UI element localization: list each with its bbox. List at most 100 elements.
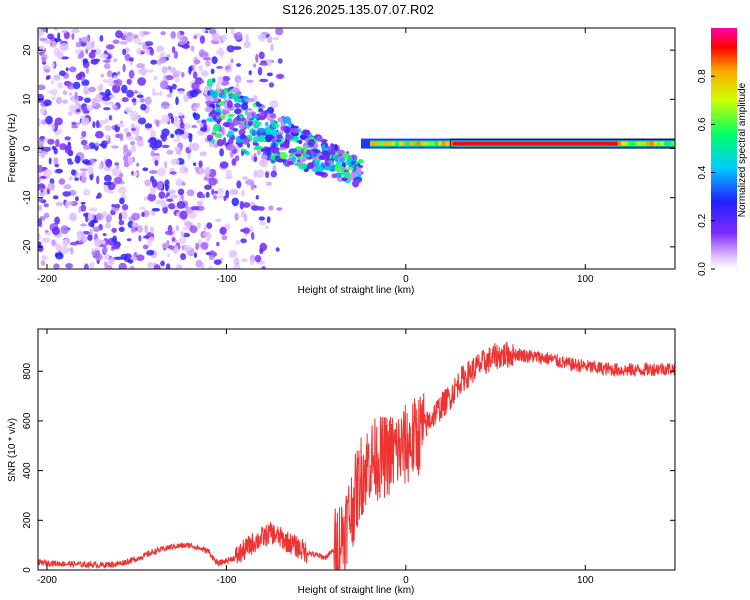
spectrogram-cell [77, 53, 83, 60]
spectrogram-cell [265, 128, 274, 135]
spectrogram-cell [126, 78, 132, 85]
spectrogram-cell [207, 91, 211, 96]
spectrogram-cell [196, 222, 201, 229]
spectrogram-cell [235, 240, 240, 245]
spectrogram-cell [199, 80, 205, 84]
spectrogram-cell [248, 70, 252, 76]
spectrogram-cell [95, 195, 100, 199]
spectrogram-cell [102, 233, 107, 237]
spectrogram-cell [259, 220, 267, 226]
spectrogram-cell [154, 139, 163, 149]
spectrogram-cell [166, 93, 173, 98]
carrier-cell [441, 141, 446, 146]
spectrogram-cell [168, 203, 176, 210]
spectrogram-cell [174, 146, 181, 151]
spectrogram-cell [240, 103, 249, 111]
spectrogram-cell [87, 234, 93, 242]
spectrogram-cell [233, 263, 241, 269]
spectrogram-cell [121, 84, 128, 94]
spectrogram-cell [103, 107, 111, 111]
spectrogram-cell [258, 216, 265, 221]
spectrogram-cell [55, 96, 63, 105]
spectrogram-cell [112, 235, 118, 243]
spectrogram-cell [179, 264, 183, 269]
spectrogram-cell [225, 123, 229, 128]
spectrogram-cell [311, 152, 318, 158]
spectrogram-cell [239, 123, 246, 129]
spectrogram-cell [220, 113, 226, 120]
carrier-cell [628, 141, 633, 146]
spectrogram-cell [174, 128, 184, 136]
spectrogram-cell [283, 126, 289, 130]
spectrogram-cell [43, 212, 50, 219]
spectrogram-cell [169, 194, 179, 199]
spectrogram-cell [250, 259, 255, 266]
spectrogram-cell [67, 161, 74, 165]
spectrogram-cell [254, 254, 262, 263]
spectrogram-cell [160, 101, 170, 110]
spectrogram-cell [64, 203, 69, 209]
spectrogram-cell [131, 127, 136, 132]
spectrogram-cell [275, 139, 282, 143]
spectrogram-cell [108, 258, 115, 266]
spectrogram-cell [334, 143, 338, 152]
spectrogram-cell [121, 210, 128, 220]
carrier-cell [459, 141, 464, 146]
snr-background [38, 329, 675, 570]
carrier-cell [413, 141, 417, 146]
spectrogram-cell [202, 28, 206, 34]
spectrogram-cell [143, 196, 149, 201]
spectrogram-cell [129, 57, 134, 62]
spectrogram-cell [117, 71, 121, 75]
spectrogram-cell [55, 139, 60, 148]
spectrogram-cell [63, 184, 72, 190]
spectrogram-cell [231, 93, 241, 99]
colorbar-label: Normalized spectral amplitude [737, 82, 748, 217]
spectrogram-cell [166, 149, 174, 155]
carrier-cell [405, 141, 410, 146]
spectrogram-cell [123, 128, 129, 133]
spectrogram-cell [314, 158, 321, 166]
y-tick-label: 10 [22, 93, 33, 105]
spectrogram-cell [157, 180, 164, 186]
carrier-cell [495, 141, 500, 146]
spectrogram-cell [166, 192, 170, 197]
spectrogram-cell [38, 28, 44, 36]
spectrogram-cell [251, 205, 260, 211]
carrier-cell [585, 141, 590, 146]
spectrogram-cell [85, 67, 89, 74]
spectrogram-x-label: Height of straight line (km) [298, 285, 415, 296]
spectrogram-cell [54, 216, 60, 225]
spectrogram-cell [159, 91, 163, 97]
spectrogram-cell [221, 235, 228, 241]
spectrogram-cell [67, 111, 73, 116]
spectrogram-cell [257, 66, 263, 76]
spectrogram-cell [243, 41, 251, 48]
spectrogram-cell [55, 168, 63, 174]
spectrogram-cell [236, 63, 242, 67]
spectrogram-cell [50, 80, 55, 85]
spectrogram-cell [188, 133, 193, 143]
spectrogram-cell [225, 189, 230, 199]
carrier-cell [445, 141, 450, 146]
spectrogram-cell [211, 138, 215, 145]
spectrogram-cell [47, 182, 55, 191]
spectrogram-cell [171, 83, 177, 90]
spectrogram-cell [275, 247, 280, 252]
spectrogram-cell [118, 220, 125, 226]
carrier-cell [560, 141, 565, 146]
spectrogram-cell [83, 90, 90, 95]
spectrogram-cell [298, 139, 303, 145]
x-tick-label: -100 [216, 274, 236, 285]
spectrogram-cell [95, 212, 104, 221]
spectrogram-cell [190, 45, 195, 52]
spectrogram-cell [250, 181, 255, 191]
spectrogram-cell [55, 252, 64, 260]
spectrogram-cell [137, 69, 142, 74]
x-tick-label: -200 [37, 274, 57, 285]
spectrogram-cell [206, 78, 214, 87]
spectrogram-cell [202, 231, 210, 237]
spectrogram-cell [354, 179, 362, 184]
spectrogram-cell [187, 152, 191, 160]
